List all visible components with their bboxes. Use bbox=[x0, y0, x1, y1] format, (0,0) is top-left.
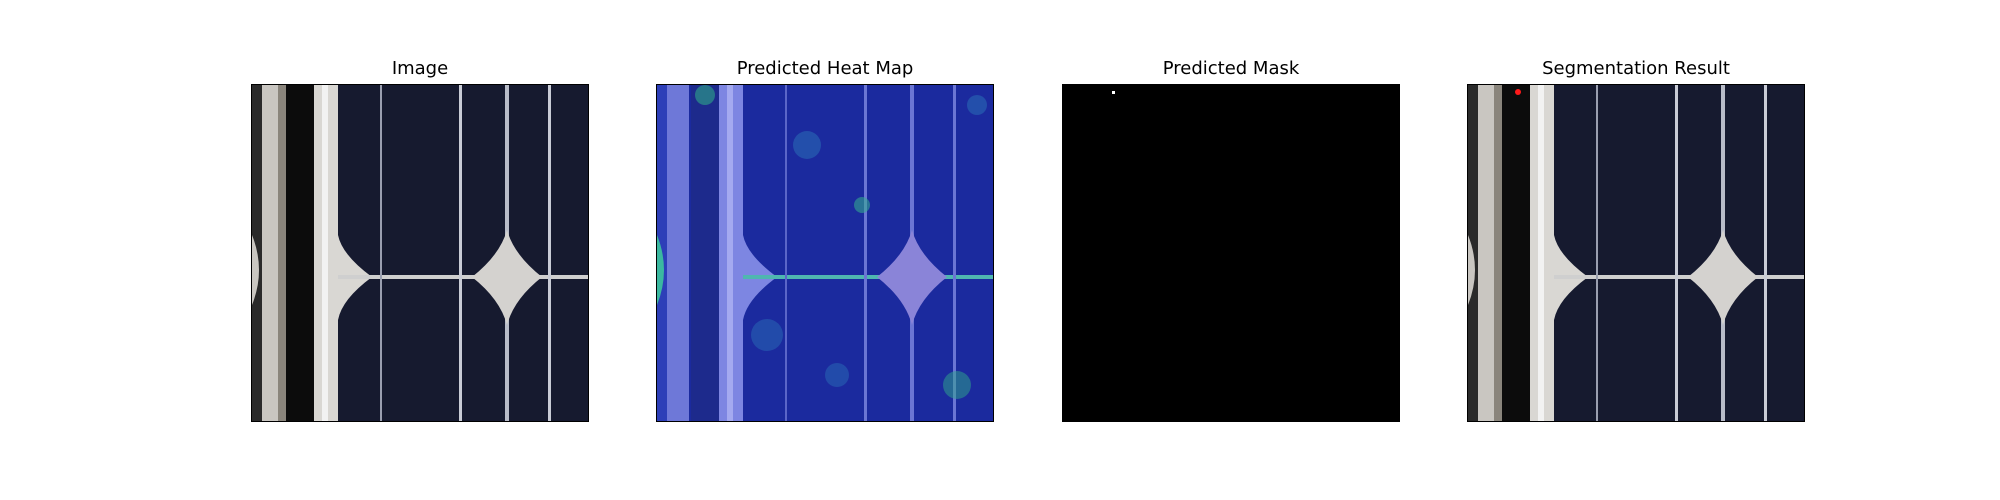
heatmap-panel bbox=[656, 84, 994, 422]
panel-title-mask: Predicted Mask bbox=[1162, 58, 1300, 79]
binary-mask bbox=[1063, 85, 1399, 421]
panel-title-heatmap: Predicted Heat Map bbox=[736, 58, 914, 79]
mask-defect-dot bbox=[1112, 91, 1115, 94]
panel-title-image: Image bbox=[391, 58, 449, 79]
segmentation-overlay bbox=[1468, 85, 1804, 421]
solar-cell-photo bbox=[252, 85, 588, 421]
defect-marker bbox=[1515, 89, 1521, 95]
panel-title-segmentation: Segmentation Result bbox=[1542, 58, 1730, 79]
heatmap-overlay bbox=[657, 85, 993, 421]
segmentation-panel bbox=[1467, 84, 1805, 422]
mask-panel bbox=[1062, 84, 1400, 422]
image-panel bbox=[251, 84, 589, 422]
